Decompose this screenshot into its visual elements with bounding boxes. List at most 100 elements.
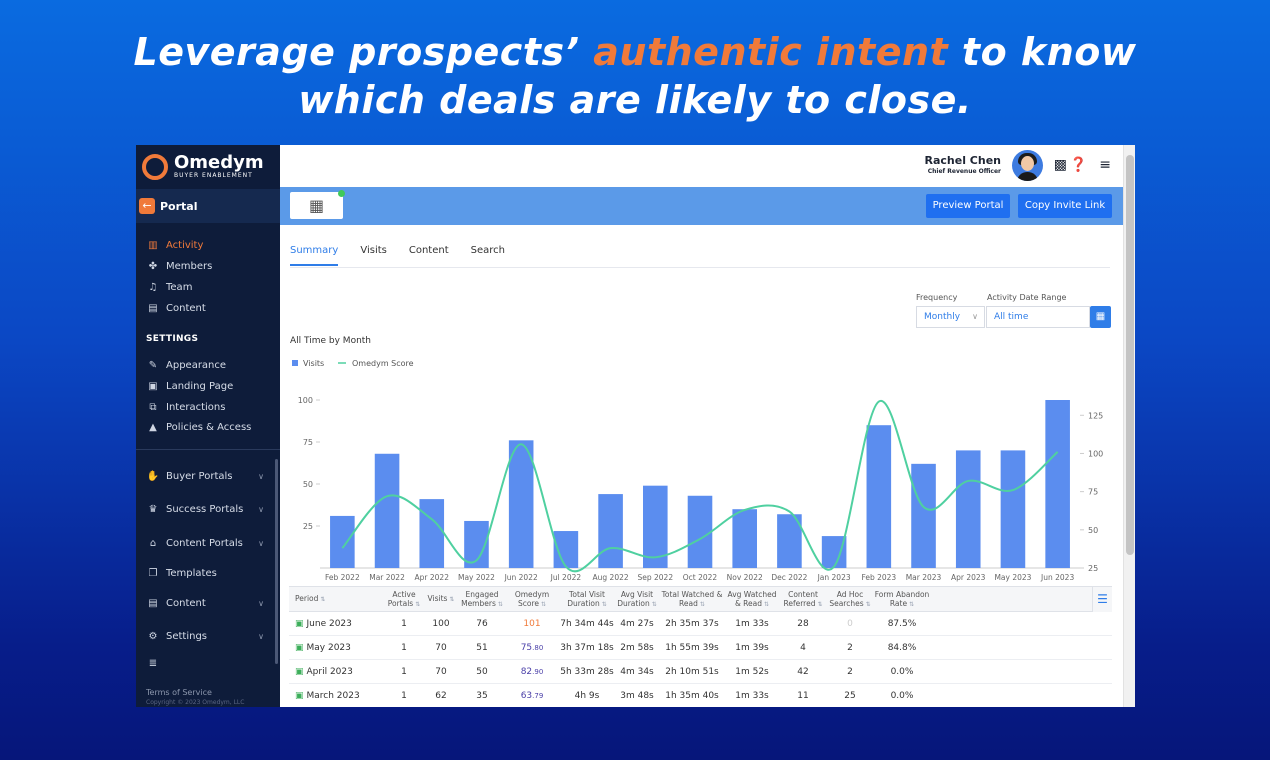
visits-bar <box>643 485 668 568</box>
activity-chart: Visits Omedym Score 25 50 75 100 25 50 75 100 125 F… <box>292 359 1103 582</box>
avatar[interactable] <box>1012 150 1043 181</box>
calendar-icon[interactable]: ▦ <box>1090 306 1111 328</box>
sidebar-item-content-library[interactable]: ▤ Content ∨ <box>146 598 272 609</box>
sidebar-item-members[interactable]: ✤ Members <box>146 261 272 272</box>
column-header[interactable]: Avg Visit Duration ⇅ <box>616 590 658 609</box>
collapse-sidebar-button[interactable]: ≣ <box>146 658 272 669</box>
chart-title: All Time by Month <box>290 336 372 346</box>
sidebar-item-interactions[interactable]: ⧉ Interactions <box>146 402 272 413</box>
sidebar-item-landing-page[interactable]: ▣ Landing Page <box>146 381 272 392</box>
menu-icon[interactable]: ≡ <box>1099 157 1111 173</box>
column-header[interactable]: Active Portals ⇅ <box>384 590 424 609</box>
sidebar-item-buyer-portals[interactable]: ✋ Buyer Portals ∨ <box>146 471 272 482</box>
gallery-icon[interactable]: ▩ <box>1053 157 1067 173</box>
frequency-select[interactable]: Monthly ∨ <box>916 306 985 328</box>
table-cell-abandon: 0.0% <box>890 690 914 701</box>
column-header[interactable]: Total Visit Duration ⇅ <box>558 590 616 609</box>
online-status-icon <box>338 190 345 197</box>
terms-link[interactable]: Terms of Service <box>146 688 212 697</box>
sort-icon[interactable]: ⇅ <box>699 600 705 608</box>
table-row[interactable]: ▣ March 2023 1 62 35 63.79 4h 9s 3m 48s 1h 35m 4… <box>289 684 1112 707</box>
date-range-value: All time <box>994 312 1029 322</box>
back-arrow-icon[interactable]: ← <box>139 198 155 214</box>
sidebar-item-appearance[interactable]: ✎ Appearance <box>146 360 272 371</box>
sidebar: Omedym BUYER ENABLEMENT ← Portal ▥ Activ… <box>136 145 294 707</box>
sort-icon[interactable]: ⇅ <box>497 600 503 608</box>
sort-icon[interactable]: ⇅ <box>817 600 823 608</box>
x-tick-label: Jun 2022 <box>504 573 538 582</box>
column-header[interactable]: Content Referred ⇅ <box>778 590 828 609</box>
copyright: Copyright © 2023 Omedym, LLC <box>146 699 245 706</box>
users-icon: ✤ <box>148 261 158 272</box>
sidebar-scrollbar[interactable] <box>275 459 278 664</box>
tab-summary[interactable]: Summary <box>290 245 339 266</box>
visits-bar <box>955 450 981 568</box>
table-cell-referred: 28 <box>797 618 809 629</box>
tab-visits[interactable]: Visits <box>360 245 387 256</box>
sidebar-item-label: Content Portals <box>166 538 243 549</box>
sort-icon[interactable]: ⇅ <box>865 600 871 608</box>
column-header[interactable]: Omedym Score ⇅ <box>506 590 558 609</box>
sort-icon[interactable]: ⇅ <box>320 596 326 603</box>
x-tick-label: Nov 2022 <box>727 573 763 582</box>
x-tick-label: May 2022 <box>458 573 495 582</box>
sort-icon[interactable]: ⇅ <box>651 600 657 608</box>
visits-bar <box>330 515 355 568</box>
portal-thumbnail[interactable]: ▦ <box>290 192 343 219</box>
table-row[interactable]: ▣ May 2023 1 70 51 75.80 3h 37m 18s 2m 58s 1h 55… <box>289 636 1112 660</box>
date-range-input[interactable]: All time <box>986 306 1090 328</box>
column-header[interactable]: Total Watched & Read ⇅ <box>658 590 726 609</box>
page-scrollbar[interactable] <box>1123 145 1135 707</box>
table-cell-searches: 25 <box>844 690 856 701</box>
sort-icon[interactable]: ⇅ <box>415 600 421 608</box>
table-cell-avg_dur: 4m 27s <box>620 618 654 629</box>
logo[interactable]: Omedym BUYER ENABLEMENT <box>142 151 264 183</box>
table-cell-abandon: 84.8% <box>887 642 917 653</box>
sidebar-item-settings[interactable]: ⚙ Settings ∨ <box>146 631 272 642</box>
tab-search[interactable]: Search <box>470 245 505 256</box>
templates-icon: ❐ <box>148 568 158 579</box>
sidebar-item-activity[interactable]: ▥ Activity <box>146 240 272 251</box>
sidebar-item-content[interactable]: ▤ Content <box>146 303 272 314</box>
sidebar-item-content-portals[interactable]: ⌂ Content Portals ∨ <box>146 538 272 549</box>
table-cell-searches: 0 <box>847 618 853 629</box>
table-cell-period: ▣ April 2023 <box>289 667 384 677</box>
tab-content[interactable]: Content <box>408 245 449 256</box>
sidebar-item-success-portals[interactable]: ♛ Success Portals ∨ <box>146 504 272 515</box>
y-right-tick-label: 75 <box>1088 488 1098 497</box>
tabs-divider <box>290 267 1110 268</box>
sidebar-item-team[interactable]: ♫ Team <box>146 282 272 293</box>
column-header[interactable]: Avg Watched & Read ⇅ <box>726 590 778 609</box>
sidebar-item-label: Landing Page <box>166 381 234 392</box>
collapse-icon: ≣ <box>148 658 158 669</box>
help-icon[interactable]: ❓ <box>1069 157 1087 173</box>
sort-icon[interactable]: ⇅ <box>764 600 770 608</box>
column-header[interactable]: Visits ⇅ <box>424 594 458 604</box>
table-header: Period ⇅ Active Portals ⇅ Visits ⇅ Engaged Mem… <box>289 587 1112 612</box>
column-header[interactable]: Engaged Members ⇅ <box>458 590 506 609</box>
hero-headline: Leverage prospects’ authentic intent to … <box>0 28 1270 124</box>
preview-portal-button[interactable]: Preview Portal <box>926 194 1010 218</box>
column-header[interactable]: Form Abandon Rate ⇅ <box>872 590 932 609</box>
table-body: ▣ June 2023 1 100 76 101 7h 34m 44s 4m 27s 2h 35… <box>289 612 1112 707</box>
bank-icon: ⌂ <box>149 538 157 549</box>
table-row[interactable]: ▣ April 2023 1 70 50 82.90 5h 33m 28s 4m 34s 2h … <box>289 660 1112 684</box>
sort-icon[interactable]: ⇅ <box>540 600 547 608</box>
x-tick-label: Apr 2022 <box>415 573 450 582</box>
copy-invite-link-button[interactable]: Copy Invite Link <box>1018 194 1112 218</box>
column-header[interactable]: Period ⇅ <box>289 594 384 604</box>
sort-icon[interactable]: ⇅ <box>601 600 607 608</box>
team-icon: ♫ <box>148 282 158 293</box>
chevron-down-icon: ∨ <box>258 599 264 608</box>
table-row[interactable]: ▣ June 2023 1 100 76 101 7h 34m 44s 4m 27s 2h 35… <box>289 612 1112 636</box>
column-settings-icon[interactable]: ☰ <box>1092 587 1112 612</box>
sort-icon[interactable]: ⇅ <box>909 600 915 608</box>
sidebar-item-templates[interactable]: ❐ Templates <box>146 568 272 579</box>
sort-icon[interactable]: ⇅ <box>449 596 455 603</box>
portal-nav-bar[interactable]: ← Portal <box>136 189 294 223</box>
scrollbar-thumb[interactable] <box>1126 155 1134 555</box>
visits-bar <box>598 494 623 568</box>
sidebar-item-policies[interactable]: ▲ Policies & Access <box>146 422 272 433</box>
content-icon: ▤ <box>148 598 158 609</box>
column-header[interactable]: Ad Hoc Searches ⇅ <box>828 590 872 609</box>
